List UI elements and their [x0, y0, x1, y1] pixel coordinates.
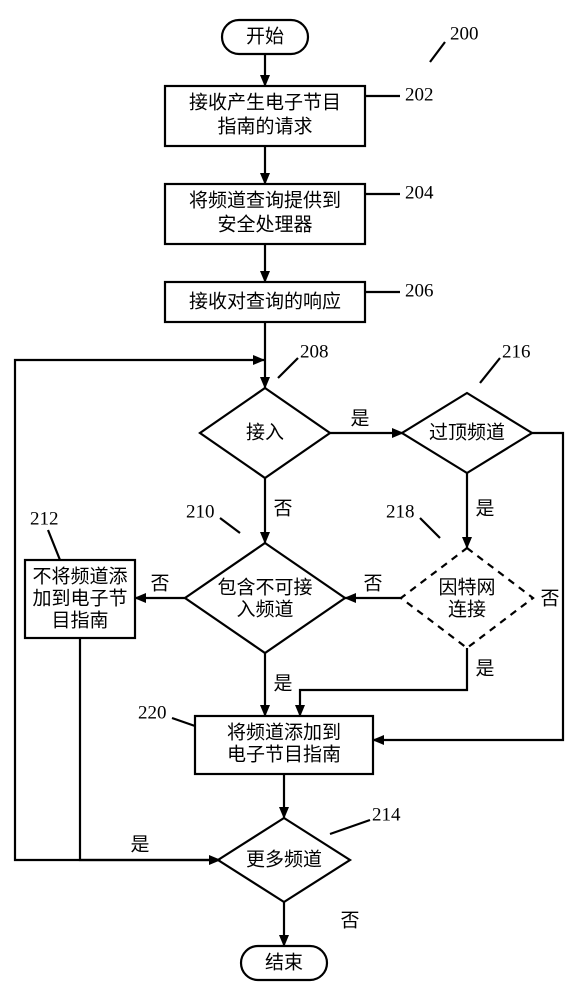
- terminal-end: 结束: [241, 946, 327, 980]
- edge-yes: 是: [273, 673, 292, 694]
- edge-yes: 是: [475, 498, 494, 519]
- decision-214: 更多频道: [218, 818, 350, 902]
- svg-text:安全处理器: 安全处理器: [217, 213, 312, 235]
- ref-212: 212: [30, 508, 59, 529]
- svg-text:过顶频道: 过顶频道: [429, 421, 505, 443]
- svg-text:因特网: 因特网: [438, 576, 495, 598]
- terminal-start-label: 开始: [246, 25, 284, 47]
- svg-text:入频道: 入频道: [236, 598, 293, 620]
- edge-yes: 是: [475, 658, 494, 679]
- ref-leader: [220, 518, 240, 533]
- decision-218: 因特网 连接: [401, 548, 533, 648]
- svg-text:更多频道: 更多频道: [246, 848, 322, 870]
- svg-text:接收对查询的响应: 接收对查询的响应: [189, 290, 341, 312]
- edge-no: 否: [340, 910, 359, 931]
- svg-text:接收产生电子节目: 接收产生电子节目: [189, 91, 341, 113]
- edge-no: 否: [540, 588, 559, 609]
- svg-text:将频道添加到: 将频道添加到: [227, 721, 341, 743]
- ref-216: 216: [502, 341, 531, 362]
- ref-218: 218: [386, 501, 415, 522]
- arrow: [300, 648, 467, 716]
- decision-216: 过顶频道: [402, 393, 532, 473]
- svg-text:包含不可接: 包含不可接: [217, 576, 312, 598]
- ref-leader: [480, 358, 500, 383]
- svg-text:不将频道添: 不将频道添: [32, 565, 127, 587]
- decision-210: 包含不可接 入频道: [185, 543, 345, 653]
- process-202: 接收产生电子节目 指南的请求: [165, 86, 365, 146]
- ref-leader: [420, 518, 440, 538]
- ref-206: 206: [405, 280, 434, 301]
- svg-text:指南的请求: 指南的请求: [217, 115, 312, 137]
- process-206: 接收对查询的响应: [165, 282, 365, 322]
- ref-leader: [330, 820, 370, 834]
- terminal-end-label: 结束: [265, 951, 303, 973]
- svg-text:接入: 接入: [246, 421, 284, 443]
- figure-ref: 200: [430, 23, 479, 62]
- process-204: 将频道查询提供到 安全处理器: [165, 184, 365, 244]
- ref-214: 214: [372, 804, 401, 825]
- svg-text:连接: 连接: [448, 598, 486, 620]
- edge-yes: 是: [350, 408, 369, 429]
- process-220: 将频道添加到 电子节目指南: [195, 716, 373, 774]
- figure-ref-label: 200: [450, 23, 479, 44]
- edge-no: 否: [273, 498, 292, 519]
- terminal-start: 开始: [222, 20, 308, 54]
- ref-208: 208: [300, 341, 329, 362]
- svg-text:目指南: 目指南: [51, 609, 108, 631]
- ref-leader: [278, 358, 298, 378]
- ref-202: 202: [405, 84, 434, 105]
- ref-204: 204: [405, 182, 434, 203]
- ref-leader: [172, 718, 195, 726]
- svg-text:加到电子节: 加到电子节: [32, 587, 127, 609]
- ref-210: 210: [186, 501, 215, 522]
- svg-text:将频道查询提供到: 将频道查询提供到: [189, 189, 341, 211]
- ref-220: 220: [138, 702, 167, 723]
- edge-no: 否: [363, 573, 382, 594]
- process-212: 不将频道添 加到电子节 目指南: [25, 560, 135, 638]
- flowchart: 200 开始 接收产生电子节目 指南的请求 202 将频道查询提供到 安全处理器…: [0, 0, 586, 1000]
- arrow: [80, 638, 220, 860]
- ref-leader: [48, 530, 60, 560]
- edge-no: 否: [150, 573, 169, 594]
- edge-yes: 是: [130, 834, 149, 855]
- svg-text:电子节目指南: 电子节目指南: [227, 743, 341, 765]
- decision-208: 接入: [200, 388, 330, 478]
